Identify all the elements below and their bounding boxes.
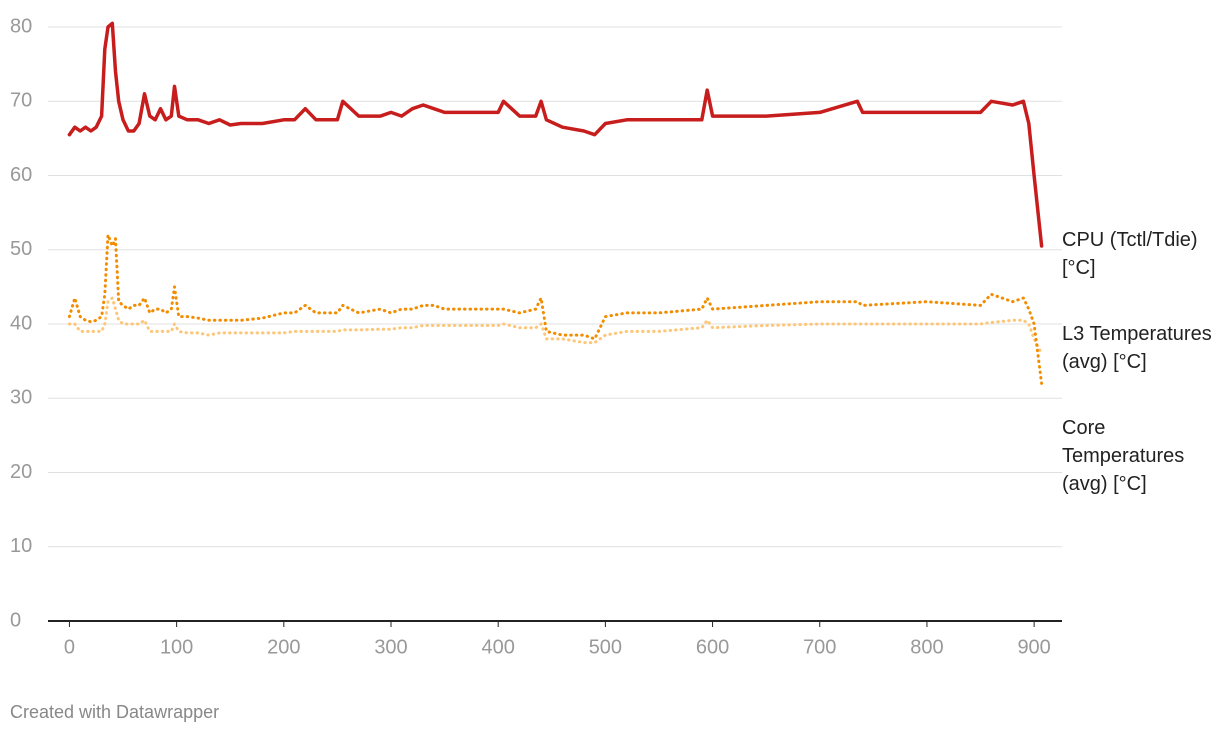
x-tick-label: 700 bbox=[803, 636, 836, 658]
x-tick-label: 100 bbox=[160, 636, 193, 658]
series-line bbox=[67, 233, 1044, 385]
y-tick-label: 60 bbox=[10, 164, 32, 186]
x-tick-label: 900 bbox=[1017, 636, 1050, 658]
legend-label: L3 Temperatures (avg) [°C] bbox=[1062, 323, 1212, 373]
y-tick-label: 30 bbox=[10, 387, 32, 409]
y-tick-label: 0 bbox=[10, 609, 21, 631]
x-tick-label: 200 bbox=[267, 636, 300, 658]
x-tick-label: 600 bbox=[696, 636, 729, 658]
x-tick-label: 0 bbox=[64, 636, 75, 658]
legend-label: CPU (Tctl/Tdie) [°C] bbox=[1062, 229, 1198, 279]
y-tick-label: 50 bbox=[10, 238, 32, 260]
footer: Created with Datawrapper bbox=[10, 702, 220, 722]
x-tick-label: 300 bbox=[374, 636, 407, 658]
series-line bbox=[67, 296, 1044, 356]
x-tick-label: 400 bbox=[482, 636, 515, 658]
x-tick-label: 500 bbox=[589, 636, 622, 658]
x-tick-label: 800 bbox=[910, 636, 943, 658]
y-tick-label: 40 bbox=[10, 312, 32, 334]
y-tick-label: 70 bbox=[10, 90, 32, 112]
y-tick-label: 20 bbox=[10, 461, 32, 483]
y-tick-label: 10 bbox=[10, 535, 32, 557]
y-tick-label: 80 bbox=[10, 15, 32, 37]
series-line bbox=[67, 21, 1044, 248]
legend-label: Core Temperatures (avg) [°C] bbox=[1062, 417, 1185, 495]
